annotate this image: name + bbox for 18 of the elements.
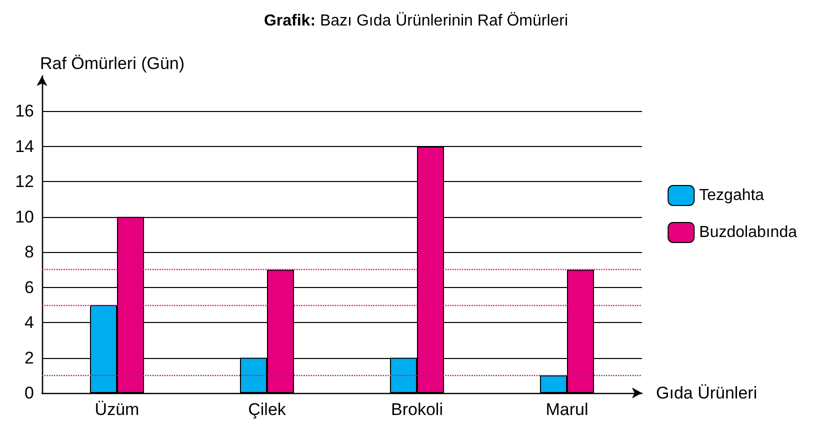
y-tick-label: 2 xyxy=(24,348,34,368)
y-tick-label: 0 xyxy=(24,384,34,402)
y-tick-label: 12 xyxy=(15,172,34,192)
chart-title: Grafik: Bazı Gıda Ürünlerinin Raf Ömürleri xyxy=(264,12,568,30)
y-tick-label: 8 xyxy=(24,242,34,262)
x-tick-label: Üzüm xyxy=(94,400,140,419)
y-tick-label: 6 xyxy=(24,278,34,297)
y-tick-label: 16 xyxy=(15,102,34,121)
x-tick-label: Brokoli xyxy=(391,400,443,419)
y-tick-label: 10 xyxy=(15,207,34,226)
x-tick-label: Çilek xyxy=(248,400,286,419)
y-tick-label: 4 xyxy=(24,313,34,332)
y-tick-label: 14 xyxy=(15,136,34,156)
x-axis-title: Gıda Ürünleri xyxy=(656,384,758,402)
y-axis-title: Raf Ömürleri (Gün) xyxy=(40,54,185,73)
legend-label: Buzdolabında xyxy=(699,224,798,241)
x-tick-label: Marul xyxy=(546,400,588,419)
legend-label: Tezgahta xyxy=(699,187,764,204)
